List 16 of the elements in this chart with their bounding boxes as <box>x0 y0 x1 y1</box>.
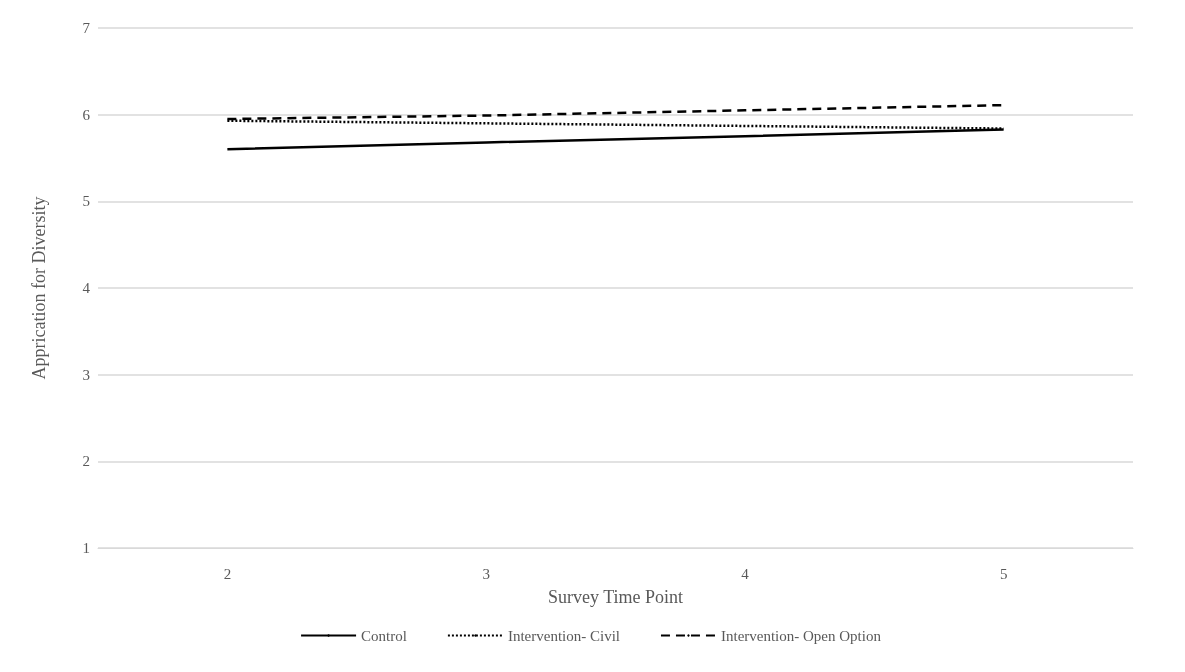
x-tick-label: 4 <box>741 565 750 582</box>
y-tick-label: 6 <box>82 106 91 123</box>
x-axis-title: Survey Time Point <box>547 587 684 607</box>
legend-label: Control <box>361 627 407 644</box>
x-tick-label: 5 <box>999 565 1008 582</box>
y-tick-label: 5 <box>82 193 90 210</box>
y-tick-label: 4 <box>82 280 91 296</box>
y-tick-label: 1 <box>82 540 90 556</box>
y-tick-label: 3 <box>82 366 90 383</box>
y-axis-title: Apprication for Diversity <box>29 196 49 380</box>
legend-label: Intervention- Civil <box>507 627 620 644</box>
y-tick-label: 2 <box>82 453 90 470</box>
legend-label: Intervention- Open Option <box>720 627 882 644</box>
y-tick-label: 7 <box>82 20 91 36</box>
x-tick-label: 2 <box>223 565 232 582</box>
x-tick-label: 3 <box>482 565 490 582</box>
